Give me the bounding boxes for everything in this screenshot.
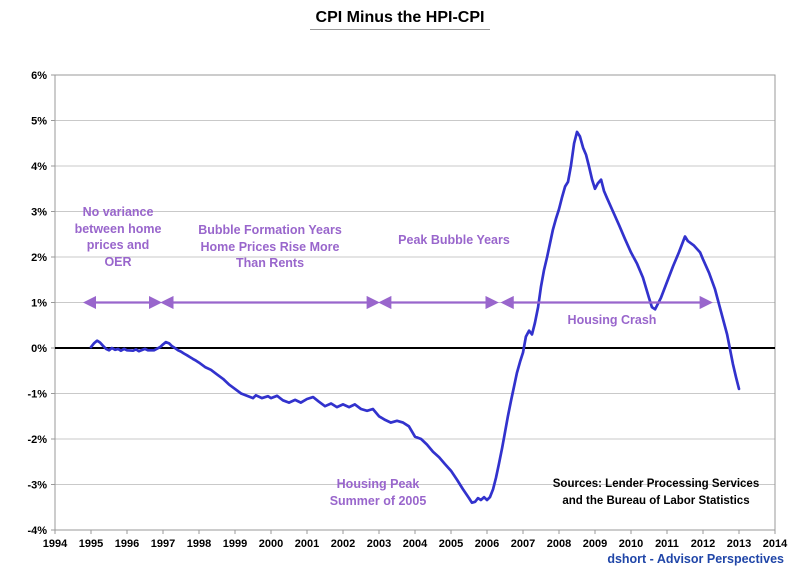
- svg-text:2%: 2%: [31, 252, 47, 264]
- svg-text:2011: 2011: [655, 538, 679, 550]
- svg-text:1998: 1998: [187, 538, 211, 550]
- svg-text:6%: 6%: [31, 70, 47, 82]
- svg-text:1995: 1995: [79, 538, 103, 550]
- annotation-peak-bubble-years: Peak Bubble Years: [398, 233, 510, 247]
- svg-text:3%: 3%: [31, 207, 47, 219]
- svg-text:-1%: -1%: [27, 389, 47, 401]
- svg-text:2004: 2004: [403, 538, 428, 550]
- annotation-no-variance: No variance between home prices and OER: [74, 205, 162, 269]
- svg-text:2007: 2007: [511, 538, 535, 550]
- svg-text:-2%: -2%: [27, 434, 47, 446]
- svg-text:2008: 2008: [547, 538, 571, 550]
- svg-text:2006: 2006: [475, 538, 499, 550]
- annotation-housing-peak: Housing Peak Summer of 2005: [329, 477, 427, 508]
- svg-text:2000: 2000: [259, 538, 283, 550]
- svg-text:2010: 2010: [619, 538, 643, 550]
- svg-text:2013: 2013: [727, 538, 751, 550]
- svg-text:2012: 2012: [691, 538, 715, 550]
- sources-note: Sources: Lender Processing Services and …: [552, 478, 760, 507]
- svg-text:2009: 2009: [583, 538, 607, 550]
- credit-note: dshort - Advisor Perspectives: [607, 552, 784, 566]
- annotation-bubble-formation-years: Bubble Formation Years Home Prices Rise …: [198, 223, 342, 270]
- svg-text:2003: 2003: [367, 538, 391, 550]
- svg-text:2002: 2002: [331, 538, 355, 550]
- svg-text:5%: 5%: [31, 116, 47, 128]
- svg-text:-4%: -4%: [27, 525, 47, 537]
- svg-text:2001: 2001: [295, 538, 319, 550]
- svg-text:1997: 1997: [151, 538, 175, 550]
- chart-title: CPI Minus the HPI-CPI: [0, 9, 800, 30]
- svg-text:1994: 1994: [43, 538, 68, 550]
- svg-text:1999: 1999: [223, 538, 247, 550]
- svg-text:2005: 2005: [439, 538, 463, 550]
- svg-text:0%: 0%: [31, 343, 47, 355]
- annotation-housing-crash: Housing Crash: [567, 313, 657, 327]
- svg-text:-3%: -3%: [27, 480, 47, 492]
- svg-text:1996: 1996: [115, 538, 139, 550]
- svg-text:4%: 4%: [31, 161, 47, 173]
- svg-text:1%: 1%: [31, 298, 47, 310]
- svg-text:2014: 2014: [763, 538, 788, 550]
